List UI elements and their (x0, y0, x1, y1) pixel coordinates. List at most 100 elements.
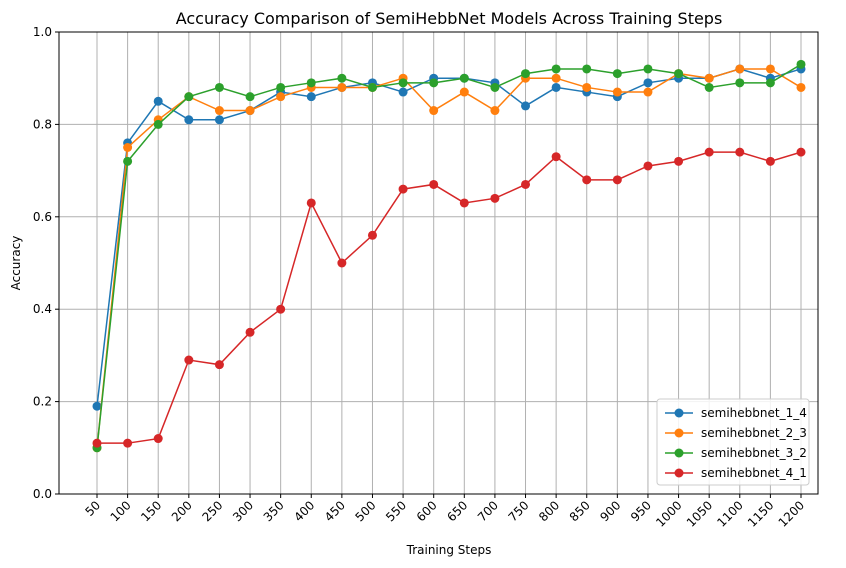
data-point (796, 82, 806, 92)
data-point (429, 106, 439, 116)
data-point (398, 78, 408, 88)
x-tick-label: 50 (82, 498, 103, 519)
series-line (96, 63, 802, 448)
legend-marker (674, 448, 684, 458)
y-tick-label: 0.6 (33, 210, 52, 224)
x-axis-ticks: 50 100 150 200 250 300 350 400 450 500 550 600 650 70… (82, 494, 807, 530)
y-tick-label: 0.4 (33, 302, 52, 316)
series-semihebbnet_2_3 (92, 64, 806, 453)
data-point (123, 143, 133, 152)
data-point (459, 87, 469, 97)
x-axis-title: Training Steps (406, 543, 492, 557)
data-point (214, 82, 224, 92)
series-semihebbnet_4_1 (92, 147, 806, 448)
chart-title: Accuracy Comparison of SemiHebbNet Model… (176, 9, 723, 28)
data-point (153, 434, 163, 444)
data-point (123, 438, 133, 448)
data-point (429, 179, 439, 189)
data-point (367, 230, 377, 240)
data-point (643, 87, 653, 97)
legend-marker (674, 468, 684, 478)
x-tick-label: 750 (506, 498, 532, 524)
data-point (214, 360, 224, 370)
data-point (612, 87, 622, 97)
data-point (643, 64, 653, 74)
data-point (551, 82, 561, 92)
data-point (490, 193, 500, 203)
legend-item: semihebbnet_2_3 (665, 426, 807, 440)
legend-item: semihebbnet_4_1 (665, 466, 807, 480)
plot-frame (58, 31, 819, 495)
data-point (184, 92, 194, 102)
x-tick-label: 1050 (684, 498, 715, 529)
series-semihebbnet_3_2 (92, 59, 806, 453)
x-tick-label: 1100 (714, 498, 745, 529)
data-point (582, 175, 592, 185)
x-tick-label: 700 (475, 498, 501, 524)
x-tick-label: 500 (353, 498, 379, 524)
x-tick-label: 250 (199, 498, 225, 524)
series-line (96, 68, 802, 448)
data-point (459, 73, 469, 83)
x-tick-label: 950 (628, 498, 654, 524)
x-tick-label: 800 (536, 498, 562, 524)
x-tick-label: 600 (414, 498, 440, 524)
data-point (367, 82, 377, 92)
y-tick-label: 1.0 (33, 25, 52, 39)
data-point (184, 115, 194, 125)
data-point (612, 175, 622, 185)
data-point (704, 82, 714, 92)
data-point (735, 78, 745, 88)
x-tick-label: 450 (322, 498, 348, 524)
data-point (245, 92, 255, 102)
data-point (92, 401, 102, 411)
data-point (674, 156, 684, 166)
x-tick-label: 1200 (776, 498, 807, 529)
x-tick-label: 550 (383, 498, 409, 524)
data-point (153, 119, 163, 129)
y-tick-label: 0.8 (33, 117, 52, 131)
data-point (184, 355, 194, 365)
x-tick-label: 100 (108, 498, 134, 524)
data-point (551, 64, 561, 74)
data-point (337, 73, 347, 83)
series-semihebbnet_1_4 (92, 64, 806, 411)
legend-label: semihebbnet_4_1 (701, 466, 807, 480)
data-point (735, 147, 745, 157)
data-point (92, 438, 102, 448)
y-tick-label: 0.2 (33, 395, 52, 409)
data-point (490, 82, 500, 92)
data-point (765, 64, 775, 74)
legend: semihebbnet_1_4 semihebbnet_2_3 semihebbne… (656, 398, 810, 486)
data-point (704, 147, 714, 157)
data-point (398, 184, 408, 194)
x-tick-label: 200 (169, 498, 195, 524)
series-line (97, 151, 802, 444)
data-point (674, 69, 684, 79)
x-tick-label: 900 (597, 498, 623, 524)
series-line (96, 68, 802, 407)
legend-label: semihebbnet_1_4 (701, 406, 807, 420)
data-point (306, 198, 316, 208)
y-axis-title: Accuracy (9, 236, 23, 291)
data-point (612, 69, 622, 79)
data-point (765, 78, 775, 88)
data-point (276, 82, 286, 92)
data-point (765, 156, 775, 166)
data-point (490, 106, 500, 116)
legend-item: semihebbnet_3_2 (665, 446, 807, 460)
data-point (245, 327, 255, 337)
data-point (214, 106, 224, 116)
data-point (337, 82, 347, 92)
data-point (521, 101, 531, 111)
legend-label: semihebbnet_2_3 (701, 426, 807, 440)
legend-box (656, 398, 810, 486)
series-layer (92, 59, 806, 453)
data-point (245, 106, 255, 116)
data-point (704, 73, 714, 83)
data-point (582, 64, 592, 74)
data-point (429, 78, 439, 88)
x-tick-label: 150 (138, 498, 164, 524)
data-point (214, 115, 224, 125)
